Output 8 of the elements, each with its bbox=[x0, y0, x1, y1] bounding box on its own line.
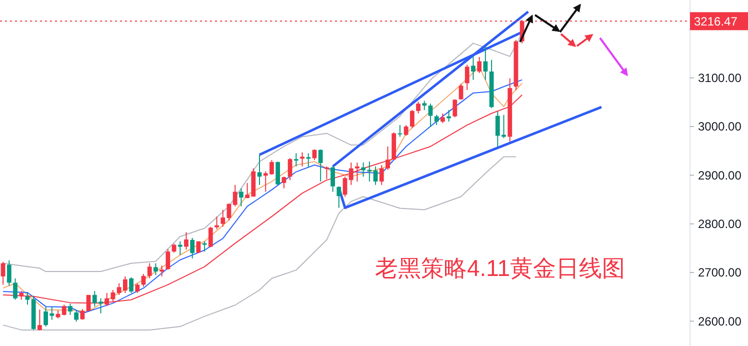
y-tick-label: 3100.00 bbox=[698, 71, 742, 86]
y-tick-label: 3000.00 bbox=[698, 120, 742, 134]
annotation: 老黑策略4.11黄金日线图 bbox=[375, 255, 626, 281]
y-tick-label: 2800.00 bbox=[698, 217, 742, 232]
ref-line-label: 3216.47 bbox=[694, 14, 738, 28]
y-tick-label: 2600.00 bbox=[698, 314, 742, 328]
y-tick-label: 2900.00 bbox=[698, 168, 742, 182]
y-tick-label: 2700.00 bbox=[698, 266, 742, 280]
